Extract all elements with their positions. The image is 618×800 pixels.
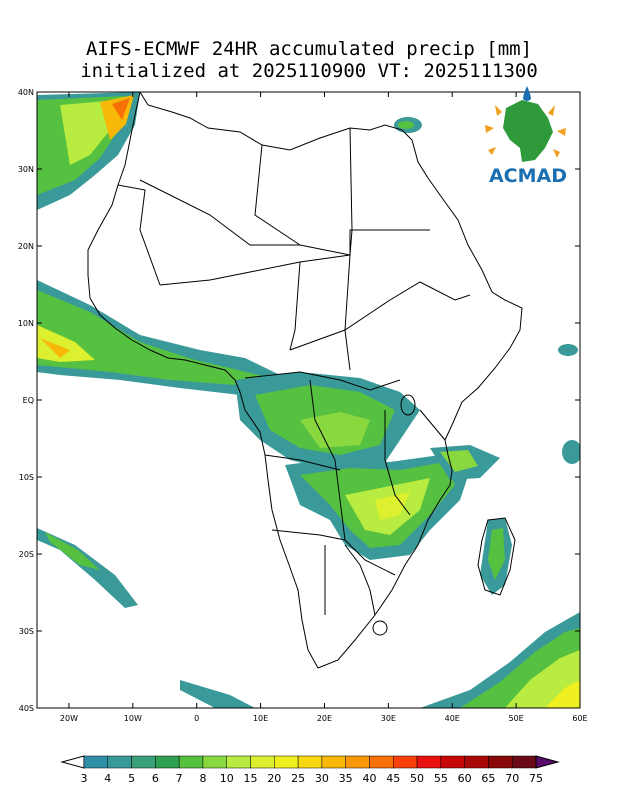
colorbar-label: 5: [128, 772, 135, 785]
colorbar-segment: [369, 755, 394, 769]
longitude-axis: 20W 10W 0 10E 20E 30E 40E 50E 60E: [60, 92, 588, 723]
colorbar-segment: [226, 755, 251, 769]
lat-tick-label: EQ: [23, 396, 34, 405]
colorbar-label: 65: [481, 772, 495, 785]
colorbar-segment: [131, 755, 156, 769]
colorbar-label: 60: [458, 772, 472, 785]
colorbar-label: 8: [199, 772, 206, 785]
colorbar-label: 10: [220, 772, 234, 785]
lon-tick-label: 30E: [381, 714, 396, 723]
colorbar-segment: [274, 755, 299, 769]
colorbar-label: 20: [267, 772, 281, 785]
colorbar-segment: [488, 755, 513, 769]
coastlines-borders: [87, 92, 523, 669]
colorbar-segment: [393, 755, 418, 769]
colorbar-segment: [297, 755, 323, 769]
colorbar-segment: [440, 755, 465, 769]
raindrop-icon: [523, 86, 531, 101]
africa-silhouette-icon: [503, 100, 553, 162]
lat-tick-label: 10N: [18, 319, 34, 328]
sun-rays-icon: [485, 105, 566, 158]
lat-tick-label: 20N: [18, 242, 34, 251]
map-title-line-1: AIFS-ECMWF 24HR accumulated precip [mm]: [85, 38, 533, 60]
colorbar-label: 40: [362, 772, 376, 785]
acmad-logo: ACMAD: [485, 86, 567, 187]
lon-tick-label: 60E: [572, 714, 587, 723]
lon-tick-label: 10E: [253, 714, 268, 723]
lon-tick-label: 20W: [60, 714, 78, 723]
latitude-axis: 40N 30N 20N 10N EQ 10S 20S 30S 40S: [18, 88, 580, 713]
colorbar-segment: [345, 755, 370, 769]
colorbar-segment: [178, 755, 204, 769]
colorbar-segment: [155, 755, 180, 769]
lon-tick-label: 10W: [124, 714, 142, 723]
precip-fields: [37, 92, 580, 708]
lon-tick-label: 20E: [317, 714, 332, 723]
colorbar-label: 55: [434, 772, 448, 785]
lon-tick-label: 50E: [509, 714, 524, 723]
colorbar-segment: [321, 755, 346, 769]
colorbar-label: 70: [505, 772, 519, 785]
colorbar-segment: [202, 755, 227, 769]
lat-tick-label: 30N: [18, 165, 34, 174]
colorbar-label: 30: [315, 772, 329, 785]
lat-tick-label: 40N: [18, 88, 34, 97]
colorbar-label: 4: [104, 772, 111, 785]
lon-tick-label: 40E: [445, 714, 460, 723]
colorbar-label: 50: [410, 772, 424, 785]
colorbar-label: 35: [339, 772, 353, 785]
colorbar-segment: [107, 755, 132, 769]
colorbar-label: 6: [152, 772, 159, 785]
colorbar-segment: [464, 755, 489, 769]
colorbar-segment: [416, 755, 442, 769]
lat-tick-label: 30S: [19, 627, 34, 636]
colorbar-label: 3: [81, 772, 88, 785]
acmad-logo-text: ACMAD: [489, 165, 567, 187]
precip-colorbar: 3 4 5 6 7 8 10 15 20 25 30 35 40 45 50 55 60 65 70 75: [60, 755, 560, 785]
lat-tick-label: 40S: [19, 704, 34, 713]
colorbar-under-triangle: [60, 755, 85, 769]
lat-tick-label: 20S: [19, 550, 34, 559]
colorbar-label: 25: [291, 772, 305, 785]
colorbar-label: 15: [244, 772, 258, 785]
lon-tick-label: 0: [194, 714, 199, 723]
colorbar-label: 75: [529, 772, 543, 785]
colorbar-over-triangle: [535, 755, 560, 769]
lat-tick-label: 10S: [19, 473, 34, 482]
colorbar-segment: [250, 755, 275, 769]
colorbar-label: 7: [176, 772, 183, 785]
colorbar-segment: [511, 755, 537, 769]
colorbar-segment: [83, 755, 109, 769]
colorbar-label: 45: [386, 772, 400, 785]
map-title-line-2: initialized at 2025110900 VT: 2025111300: [80, 60, 538, 82]
